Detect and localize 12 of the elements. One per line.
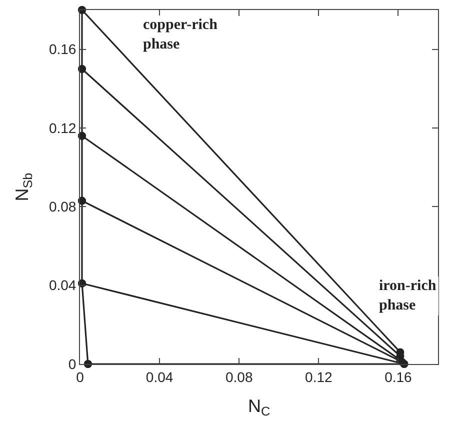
x-tick-label: 0.08 xyxy=(225,368,253,385)
x-tick-label: 0.04 xyxy=(146,368,174,385)
x-tick-label: 0.16 xyxy=(384,368,412,385)
x-axis-title: N$_{C}$ xyxy=(248,396,270,419)
y-tick-label: 0.08 xyxy=(48,198,76,215)
annotation: copper-rich phase xyxy=(143,17,218,52)
x-tick-label: 0.12 xyxy=(305,368,333,385)
y-tick-label: 0.16 xyxy=(48,41,76,58)
y-tick-label: 0.04 xyxy=(48,277,76,294)
y-tick-label: 0 xyxy=(68,356,76,372)
annotation: iron-rich phase xyxy=(379,278,437,314)
y-tick-label: 0.12 xyxy=(48,120,76,136)
